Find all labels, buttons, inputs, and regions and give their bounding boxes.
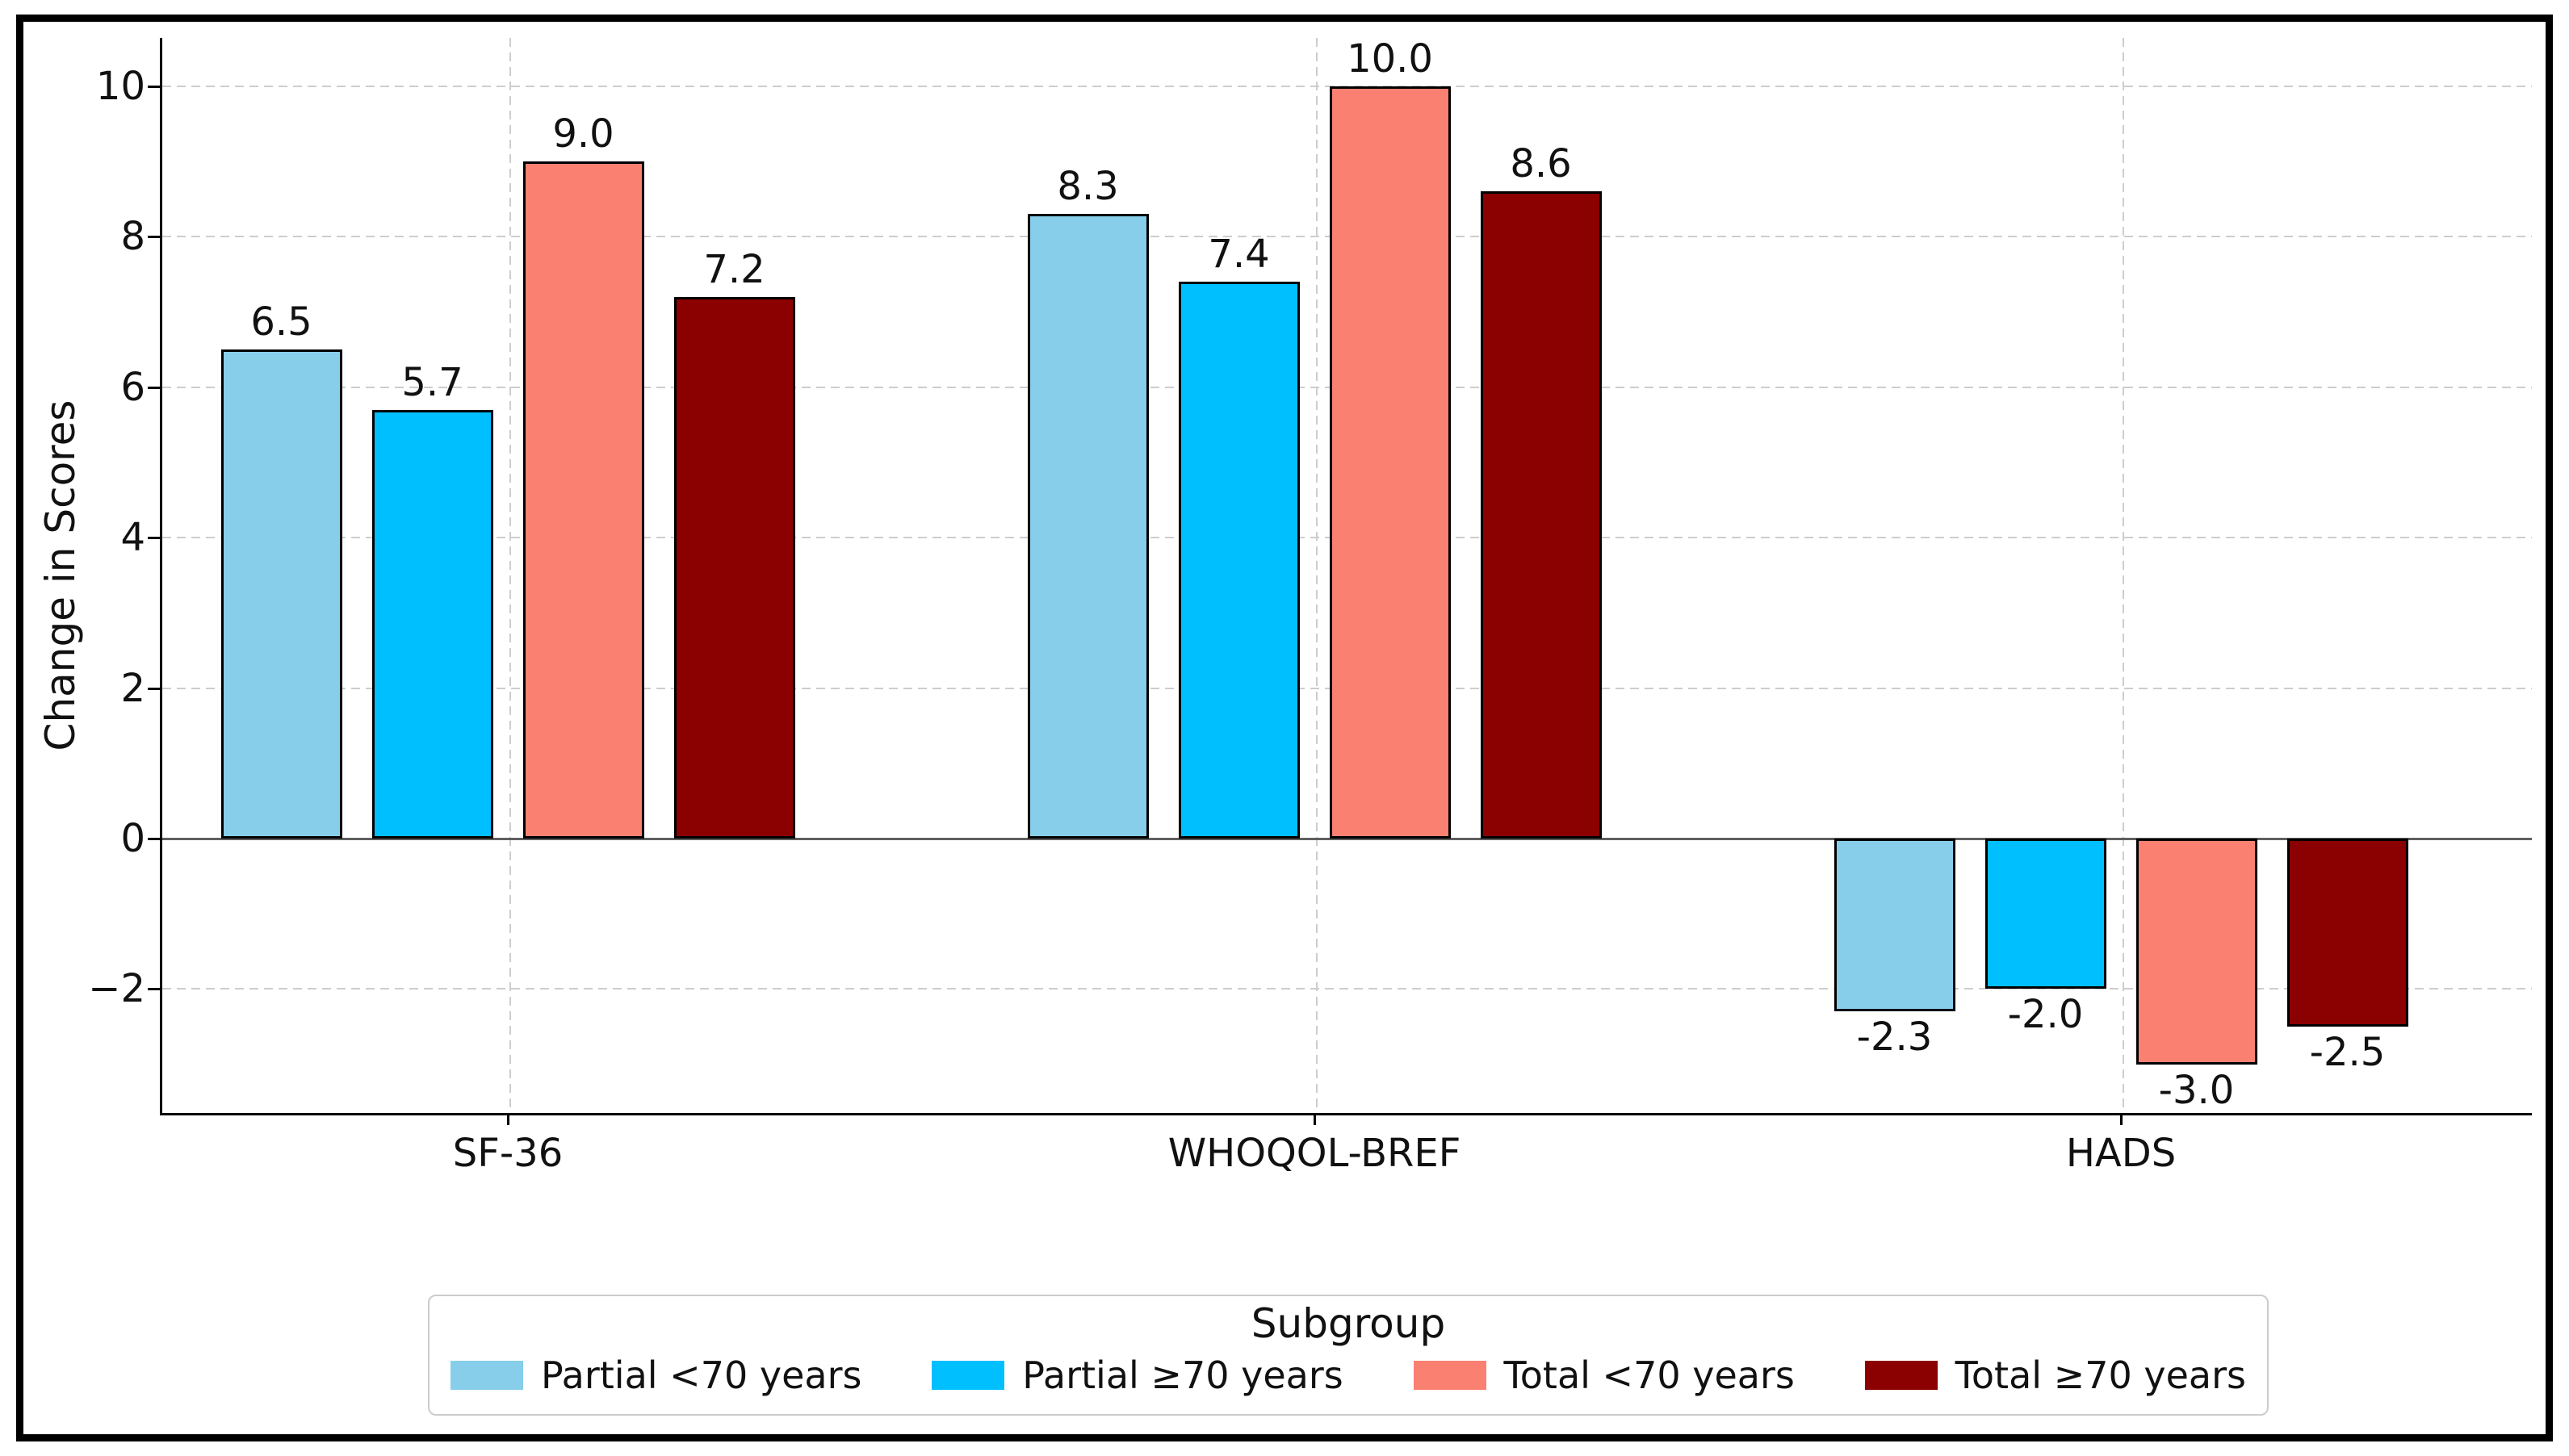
legend-item-1: Partial ≥70 years: [932, 1353, 1343, 1398]
bar-HADS-series-2: [2135, 839, 2257, 1065]
y-tick-label: −2: [88, 966, 145, 1012]
x-tick-mark: [507, 1113, 509, 1125]
legend-item-label: Total ≥70 years: [1955, 1353, 2246, 1397]
bar-value-label: 8.6: [1510, 141, 1572, 187]
bar-WHOQOL-BREF-series-1: [1178, 282, 1300, 839]
y-tick-mark: [148, 386, 160, 389]
y-tick-mark: [148, 838, 160, 840]
bar-value-label: 9.0: [552, 111, 614, 157]
x-tick-mark: [1314, 1113, 1316, 1125]
bar-SF-36-series-3: [673, 296, 795, 839]
gridline-y-−2: [162, 988, 2532, 990]
gridline-x-1: [1316, 38, 1318, 1113]
legend: Subgroup Partial <70 years Partial ≥70 ye…: [428, 1295, 2269, 1416]
bar-value-label: -2.0: [2007, 992, 2084, 1038]
bar-WHOQOL-BREF-series-2: [1329, 86, 1451, 839]
y-tick-label: 2: [120, 665, 145, 711]
legend-item-0: Partial <70 years: [451, 1353, 861, 1398]
legend-item-2: Total <70 years: [1413, 1353, 1795, 1398]
y-tick-label: 6: [120, 364, 145, 410]
gridline-x-2: [2123, 38, 2124, 1113]
bar-WHOQOL-BREF-series-3: [1480, 191, 1602, 839]
legend-swatch: [451, 1361, 523, 1390]
y-tick-mark: [148, 537, 160, 540]
bar-value-label: 6.5: [250, 299, 312, 345]
bar-WHOQOL-BREF-series-0: [1027, 214, 1149, 839]
bar-HADS-series-1: [1984, 839, 2106, 989]
y-tick-mark: [148, 86, 160, 88]
bar-value-label: -2.5: [2309, 1030, 2386, 1075]
y-tick-label: 0: [120, 816, 145, 861]
legend-item-label: Partial <70 years: [541, 1353, 862, 1397]
x-tick-label: SF-36: [452, 1131, 564, 1176]
legend-swatch: [932, 1361, 1005, 1390]
bar-SF-36-series-1: [371, 409, 493, 839]
legend-item-label: Partial ≥70 years: [1022, 1353, 1343, 1397]
bar-value-label: 7.2: [703, 246, 765, 292]
bar-SF-36-series-2: [522, 161, 644, 839]
bar-HADS-series-0: [1834, 839, 1955, 1012]
bar-value-label: 10.0: [1347, 36, 1433, 82]
y-tick-label: 4: [120, 515, 145, 561]
bar-value-label: -3.0: [2158, 1067, 2235, 1113]
bar-value-label: 8.3: [1057, 164, 1119, 210]
legend-swatch: [1413, 1361, 1486, 1390]
x-tick-label: WHOQOL-BREF: [1167, 1131, 1461, 1176]
gridline-x-0: [509, 38, 511, 1113]
legend-item-label: Total <70 years: [1503, 1353, 1795, 1397]
x-tick-mark: [2120, 1113, 2123, 1125]
legend-items: Partial <70 years Partial ≥70 years Total …: [430, 1353, 2267, 1398]
y-tick-label: 8: [120, 214, 145, 260]
bar-value-label: 7.4: [1208, 232, 1270, 278]
y-tick-label: 10: [95, 64, 145, 109]
y-tick-mark: [148, 687, 160, 690]
legend-title: Subgroup: [1251, 1300, 1446, 1347]
x-tick-label: HADS: [2065, 1131, 2177, 1176]
zero-line: [162, 838, 2532, 840]
bar-value-label: 5.7: [401, 359, 463, 405]
bar-value-label: -2.3: [1856, 1015, 1933, 1061]
bar-SF-36-series-0: [220, 349, 342, 839]
bar-HADS-series-3: [2286, 839, 2408, 1027]
legend-item-3: Total ≥70 years: [1864, 1353, 2246, 1398]
y-tick-mark: [148, 988, 160, 991]
y-tick-mark: [148, 236, 160, 239]
legend-swatch: [1864, 1361, 1938, 1390]
